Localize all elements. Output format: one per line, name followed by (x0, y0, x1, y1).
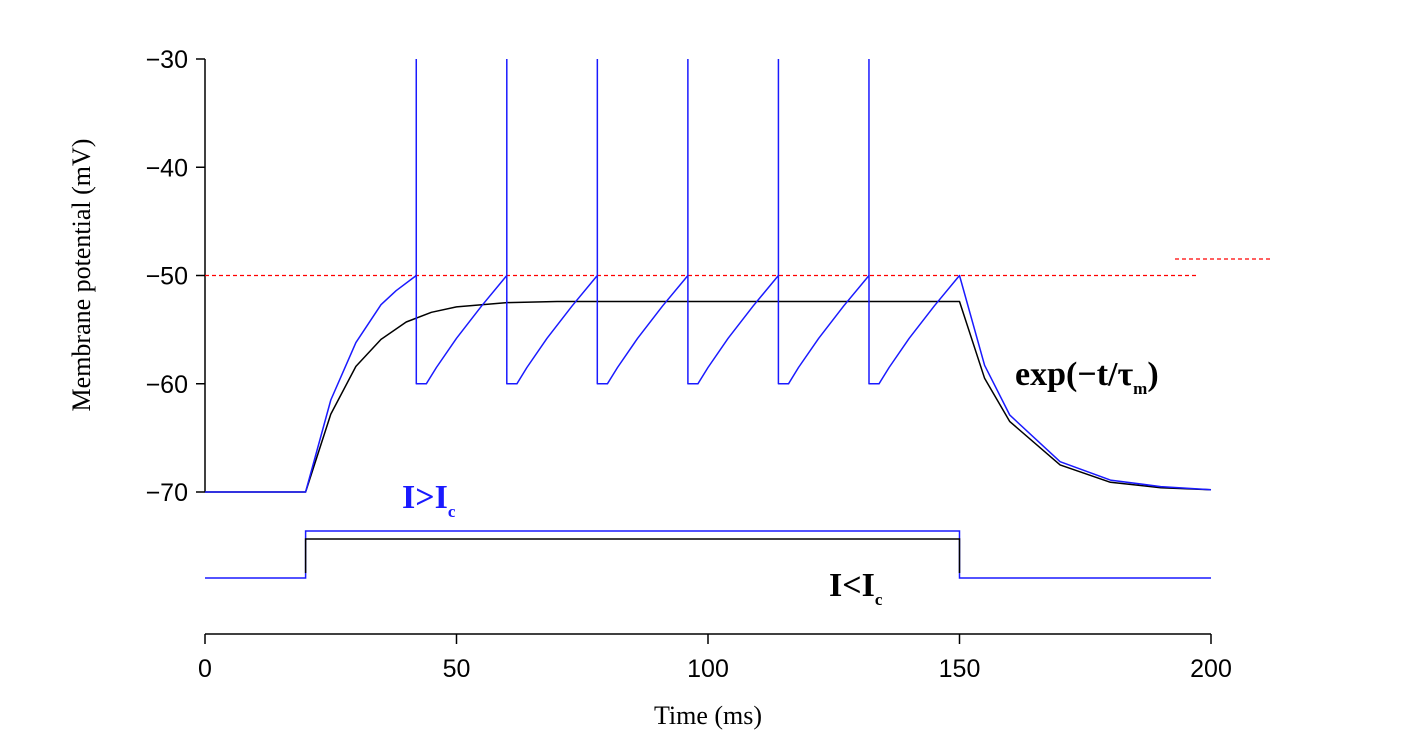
x-tick-label: 50 (443, 655, 471, 683)
y-tick-label: −70 (146, 479, 188, 507)
annotation-decay-close: ) (1147, 356, 1158, 393)
annotation-supra-threshold: I>Ic (402, 479, 456, 521)
y-tick-label: −50 (146, 263, 188, 291)
svg-text:I<Ic: I<Ic (829, 567, 883, 609)
svg-text:exp(−t/τm): exp(−t/τm) (1015, 356, 1159, 398)
annotation-sub-sub: c (875, 590, 883, 609)
annotation-supra-sub: c (448, 502, 456, 521)
annotation-sub-threshold: I<Ic (829, 567, 883, 609)
annotation-supra-main: I>I (402, 479, 448, 516)
x-axis-title: Time (ms) (654, 701, 762, 730)
x-tick-label: 200 (1190, 655, 1232, 683)
current-step-supra (205, 530, 1211, 579)
annotation-sub-main: I<I (829, 567, 875, 604)
y-axis: −30 −40 −50 −60 −70 (146, 46, 206, 507)
x-axis: 0 50 100 150 200 (198, 633, 1232, 683)
svg-text:I>Ic: I>Ic (402, 479, 456, 521)
x-tick-label: 100 (687, 655, 729, 683)
x-tick-label: 150 (939, 655, 981, 683)
threshold-line (205, 258, 1272, 277)
annotation-decay-main: exp(−t/τ (1015, 356, 1133, 393)
voltage-traces (205, 59, 1212, 493)
y-tick-label: −40 (146, 154, 188, 182)
annotation-decay-sub: m (1133, 379, 1147, 398)
current-step-sub (304, 538, 961, 573)
trace-sub-threshold (205, 300, 1212, 493)
current-steps (205, 530, 1211, 579)
y-axis-title: Membrane potential (mV) (67, 139, 96, 412)
y-tick-label: −30 (146, 46, 188, 74)
y-tick-label: −60 (146, 371, 188, 399)
x-tick-label: 0 (198, 655, 212, 683)
annotation-decay: exp(−t/τm) (1015, 356, 1159, 398)
